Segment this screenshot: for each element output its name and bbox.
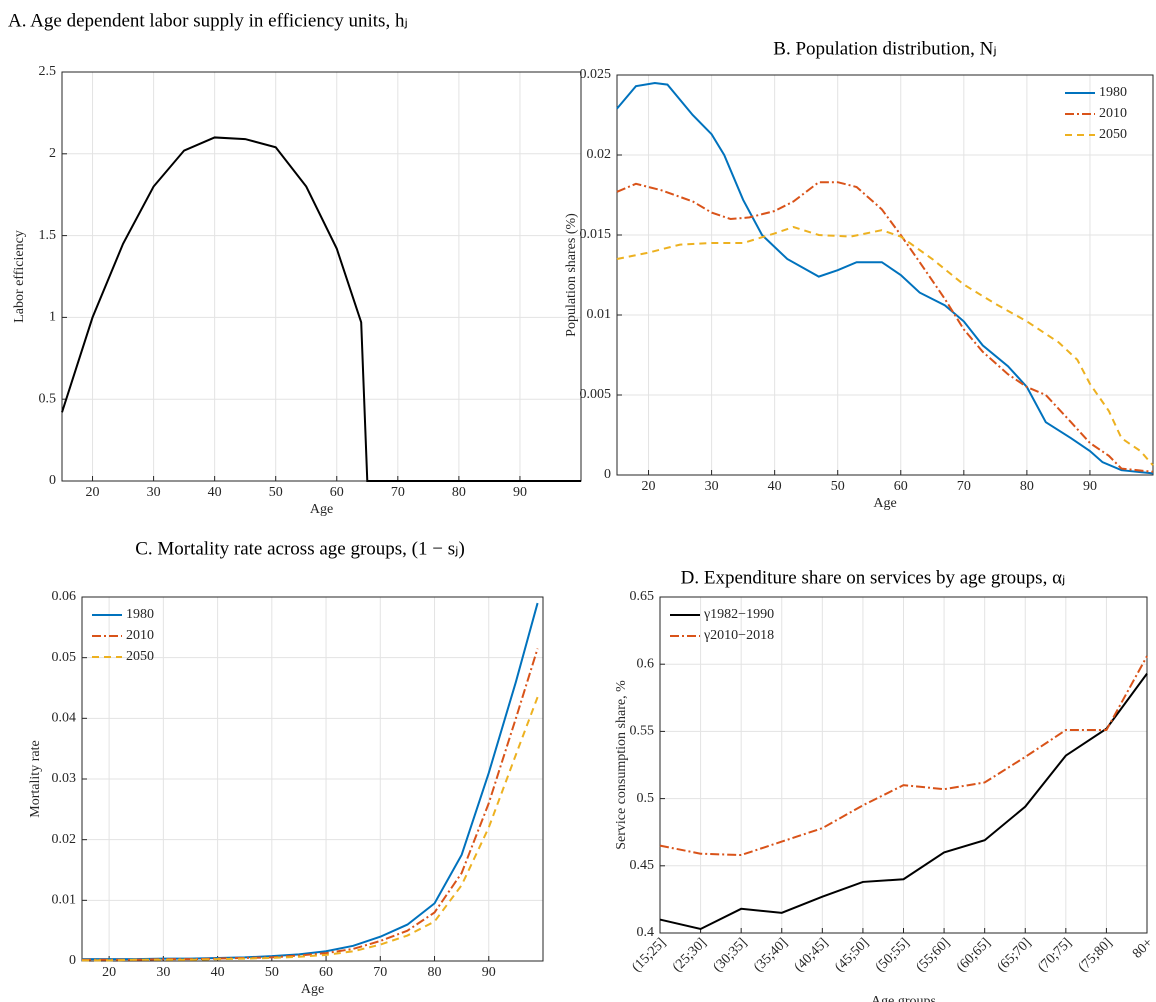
x-tick-label: 20 <box>102 965 116 980</box>
x-tick-label: (25;30] <box>670 935 710 975</box>
x-tick-label: (60;65] <box>954 935 994 975</box>
y-tick-label: 0.45 <box>630 858 655 873</box>
x-tick-label: (65;70] <box>995 935 1035 975</box>
x-tick-label: 20 <box>642 479 656 494</box>
x-axis-label: Age groups <box>871 994 936 1002</box>
legend-label: 2010 <box>126 628 154 643</box>
y-tick-label: 2.5 <box>39 64 57 79</box>
y-tick-label: 0.05 <box>52 650 77 665</box>
y-tick-label: 0.03 <box>52 771 77 786</box>
x-tick-label: (45;50] <box>832 935 872 975</box>
legend-label: γ1982−1990 <box>703 607 774 622</box>
legend-label: 2050 <box>1099 127 1127 142</box>
x-tick-label: (75;80] <box>1076 935 1116 975</box>
y-tick-label: 1.5 <box>39 228 57 243</box>
data-line <box>659 655 1148 857</box>
data-line <box>82 696 539 962</box>
x-tick-label: 90 <box>513 485 527 500</box>
x-tick-label: 70 <box>957 479 971 494</box>
y-tick-label: 0 <box>49 473 56 488</box>
x-tick-label: 50 <box>265 965 279 980</box>
y-tick-label: 0.015 <box>580 227 612 242</box>
x-tick-label: (40;45] <box>792 935 832 975</box>
x-tick-label: 60 <box>330 485 344 500</box>
y-tick-label: 0 <box>604 467 611 482</box>
x-tick-label: 80+ <box>1130 935 1156 961</box>
y-tick-label: 1 <box>49 310 56 325</box>
x-tick-label: 30 <box>147 485 161 500</box>
x-tick-label: 50 <box>831 479 845 494</box>
y-tick-label: 0.6 <box>637 656 655 671</box>
x-tick-label: (30;35] <box>711 935 751 975</box>
x-axis-label: Age <box>310 502 333 517</box>
x-tick-label: 80 <box>1020 479 1034 494</box>
legend-label: 2010 <box>1099 106 1127 121</box>
y-tick-label: 0.5 <box>637 791 655 806</box>
y-tick-label: 0.025 <box>580 67 612 82</box>
y-axis-label: Labor efficiency <box>12 230 27 323</box>
x-tick-label: 60 <box>894 479 908 494</box>
x-tick-label: 50 <box>269 485 283 500</box>
data-line <box>616 181 1154 473</box>
data-line <box>659 673 1148 931</box>
y-tick-label: 2 <box>49 146 56 161</box>
data-line <box>82 648 539 961</box>
plot-frame <box>61 71 582 482</box>
chart-title: A. Age dependent labor supply in efficie… <box>8 10 408 31</box>
chart-title: D. Expenditure share on services by age … <box>681 567 1066 588</box>
legend-label: 1980 <box>126 607 154 622</box>
chart-title: B. Population distribution, Nⱼ <box>773 38 996 59</box>
legend-label: γ2010−2018 <box>703 628 774 643</box>
data-line <box>616 225 1154 467</box>
x-tick-label: 90 <box>1083 479 1097 494</box>
legend-label: 2050 <box>126 649 154 664</box>
chart-title: C. Mortality rate across age groups, (1 … <box>135 538 465 559</box>
y-tick-label: 0.02 <box>52 832 77 847</box>
y-tick-label: 0 <box>69 953 76 968</box>
plot-frame <box>659 596 1148 934</box>
y-tick-label: 0.55 <box>630 724 655 739</box>
y-tick-label: 0.01 <box>52 893 77 908</box>
x-tick-label: 80 <box>452 485 466 500</box>
x-tick-label: 30 <box>156 965 170 980</box>
y-tick-label: 0.01 <box>587 307 612 322</box>
x-tick-label: 80 <box>428 965 442 980</box>
plot-frame <box>81 596 544 962</box>
x-tick-label: (35;40] <box>751 935 791 975</box>
y-axis-label: Service consumption share, % <box>614 680 629 850</box>
y-axis-label: Mortality rate <box>28 740 43 817</box>
x-tick-label: 90 <box>482 965 496 980</box>
y-tick-label: 0.4 <box>637 925 655 940</box>
y-tick-label: 0.06 <box>52 589 77 604</box>
x-tick-label: (50;55] <box>873 935 913 975</box>
x-tick-label: 70 <box>373 965 387 980</box>
x-axis-label: Age <box>873 496 896 511</box>
x-tick-label: 40 <box>208 485 222 500</box>
y-tick-label: 0.02 <box>587 147 612 162</box>
x-tick-label: 30 <box>705 479 719 494</box>
data-line <box>61 136 581 482</box>
x-axis-label: Age <box>301 982 324 997</box>
y-tick-label: 0.005 <box>580 387 612 402</box>
y-tick-label: 0.65 <box>630 589 655 604</box>
x-tick-label: (15;25] <box>629 935 669 975</box>
y-axis-label: Population shares (%) <box>564 213 579 337</box>
y-tick-label: 0.04 <box>52 711 77 726</box>
x-tick-label: (70;75] <box>1035 935 1075 975</box>
x-tick-label: (55;60] <box>913 935 953 975</box>
x-tick-label: 40 <box>768 479 782 494</box>
x-tick-label: 20 <box>86 485 100 500</box>
x-tick-label: 40 <box>211 965 225 980</box>
plot-frame <box>616 74 1154 476</box>
x-tick-label: 70 <box>391 485 405 500</box>
y-tick-label: 0.5 <box>39 391 57 406</box>
data-line <box>616 81 1154 475</box>
legend-label: 1980 <box>1099 85 1127 100</box>
x-tick-label: 60 <box>319 965 333 980</box>
